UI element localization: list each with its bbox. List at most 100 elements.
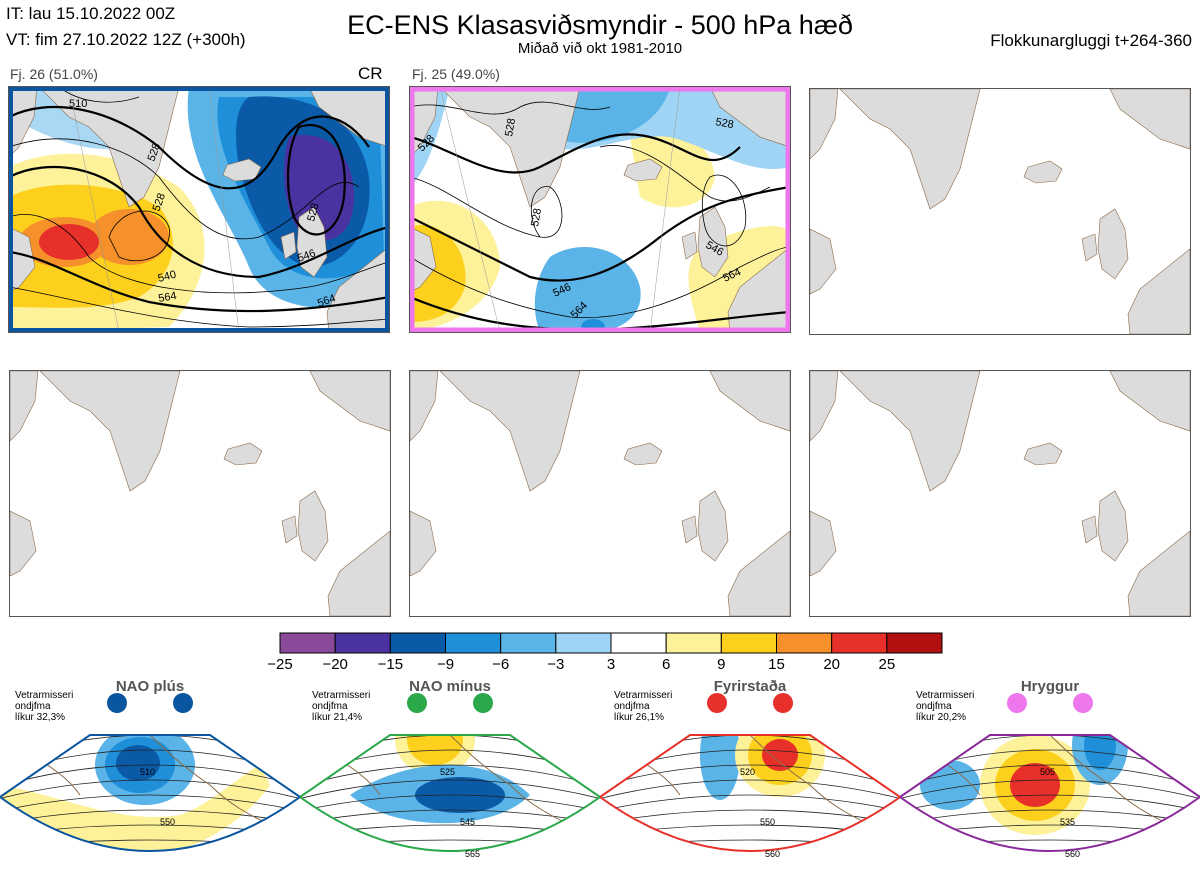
- page-subtitle: Miðað við okt 1981-2010: [517, 40, 683, 57]
- regime-contour-label: 565: [465, 849, 480, 859]
- regime-marker: [1073, 693, 1093, 713]
- graticule: [649, 87, 681, 332]
- regime-contour: [300, 779, 600, 802]
- regime-coastline: [139, 735, 271, 826]
- regime-contour: [0, 764, 300, 790]
- land-newfoundland: [410, 226, 437, 293]
- regime-contour: [600, 794, 900, 814]
- regime-note: Vetrarmisseri ondjfma líkur 20,2%: [916, 690, 975, 723]
- land-greenland: [839, 371, 981, 492]
- land-scandinavia: [308, 87, 389, 148]
- land-britain: [296, 206, 328, 278]
- cluster-map-2: 528 528 528 528 546 546 564 564 582: [409, 86, 791, 333]
- land-newfoundland: [810, 510, 837, 577]
- contour-label: 528: [503, 117, 518, 137]
- height-contour: [410, 185, 790, 282]
- regime-marker: [107, 693, 127, 713]
- contour-label: 528: [151, 192, 169, 213]
- height-contour: [410, 246, 790, 319]
- height-contour: [9, 214, 389, 294]
- regime-contour-label: 520: [740, 767, 755, 777]
- land-ireland: [280, 231, 297, 260]
- land-britain: [697, 206, 729, 278]
- regime-contour: [600, 764, 900, 790]
- land-europe: [326, 246, 389, 332]
- regime-name: Fyrirstaða: [713, 678, 787, 695]
- land-europe: [327, 530, 390, 616]
- land-europe: [727, 246, 790, 332]
- land-greenland: [839, 89, 981, 210]
- land-scandinavia: [1109, 371, 1190, 432]
- land-scandinavia: [1109, 89, 1190, 150]
- colorbar: −25 −20 −15 −9 −6 −3 3 6 9 15 20 25: [267, 632, 943, 673]
- colorbar-tick-label: 3: [607, 656, 615, 673]
- regime-contour-label: 560: [765, 849, 780, 859]
- valid-time: VT: fim 27.10.2022 12Z (+300h): [6, 30, 246, 49]
- anomaly-minus-9: [1084, 735, 1116, 770]
- contour-label: 528: [305, 202, 321, 223]
- regime-contour: [900, 794, 1200, 814]
- regime-contour-label: 550: [760, 817, 775, 827]
- land-ireland: [1081, 233, 1098, 262]
- colorbar-tick-label: 15: [768, 656, 785, 673]
- land-britain: [297, 490, 329, 562]
- regime-name: NAO mínus: [409, 678, 491, 695]
- colorbar-tick-label: −9: [437, 656, 454, 673]
- regime-marker: [707, 693, 727, 713]
- regime-marker: [173, 693, 193, 713]
- page-title: EC-ENS Klasasviðsmyndir - 500 hPa hæð: [347, 10, 853, 40]
- regime-contour: [300, 764, 600, 790]
- regime-fan-svg: 525 545 565: [298, 693, 602, 859]
- contour-label: 546: [296, 247, 317, 265]
- regime-note: Vetrarmisseri ondjfma líkur 21,4%: [312, 690, 371, 723]
- regime-fan-svg: 505 535 560: [898, 693, 1200, 859]
- issue-time: IT: lau 15.10.2022 00Z: [6, 4, 176, 23]
- land-europe: [727, 530, 790, 616]
- anomaly-plus-20: [762, 739, 798, 771]
- regime-contour: [0, 779, 300, 802]
- contour-label: 540: [157, 269, 178, 285]
- regime-marker: [1007, 693, 1027, 713]
- classification-window: Flokkunargluggi t+264-360: [990, 31, 1192, 50]
- anomaly-plus-9: [407, 735, 463, 765]
- land-iceland: [623, 442, 663, 466]
- colorbar-tick-label: 9: [717, 656, 725, 673]
- regime-marker: [773, 693, 793, 713]
- empty-map-svg: [10, 371, 390, 616]
- height-contour: [410, 133, 741, 174]
- land-canada: [410, 371, 439, 442]
- colorbar-tick-label: −3: [547, 656, 564, 673]
- regime-contour-label: 560: [1065, 849, 1080, 859]
- regime-note: Vetrarmisseri ondjfma líkur 32,3%: [15, 690, 74, 723]
- empty-map-svg: [410, 371, 790, 616]
- regime-contour: [900, 779, 1200, 802]
- panel-2-label: Fj. 25 (49.0%): [412, 66, 500, 82]
- land-britain: [1097, 490, 1129, 562]
- colorbar-tick-label: 6: [662, 656, 670, 673]
- colorbar-tick-label: 25: [878, 656, 895, 673]
- anomaly-minus-6: [700, 735, 740, 800]
- land-europe: [1127, 530, 1190, 616]
- land-scandinavia: [709, 371, 790, 432]
- colorbar-tick-label: −25: [267, 656, 292, 673]
- regime-contour-label: 525: [440, 767, 455, 777]
- regime-marker: [407, 693, 427, 713]
- regime-coastline: [1039, 735, 1171, 826]
- anomaly-minus-6: [534, 247, 641, 332]
- land-ireland: [681, 231, 698, 260]
- graticule: [439, 87, 501, 332]
- cluster-map-3: [809, 88, 1191, 335]
- land-ireland: [1081, 515, 1098, 544]
- height-contour: [9, 250, 389, 313]
- cluster-border: [410, 87, 790, 332]
- land-ireland: [681, 515, 698, 544]
- height-contour: [599, 145, 771, 202]
- land-newfoundland: [410, 510, 437, 577]
- land-newfoundland: [9, 226, 36, 293]
- contour-label: 564: [157, 290, 177, 305]
- regime-nao-minus: NAO mínus Vetrarmisseri ondjfma líkur 21,4…: [298, 625, 602, 871]
- graticule: [68, 87, 120, 332]
- height-contour: [286, 124, 346, 236]
- anomaly-plus-20: [1010, 763, 1060, 807]
